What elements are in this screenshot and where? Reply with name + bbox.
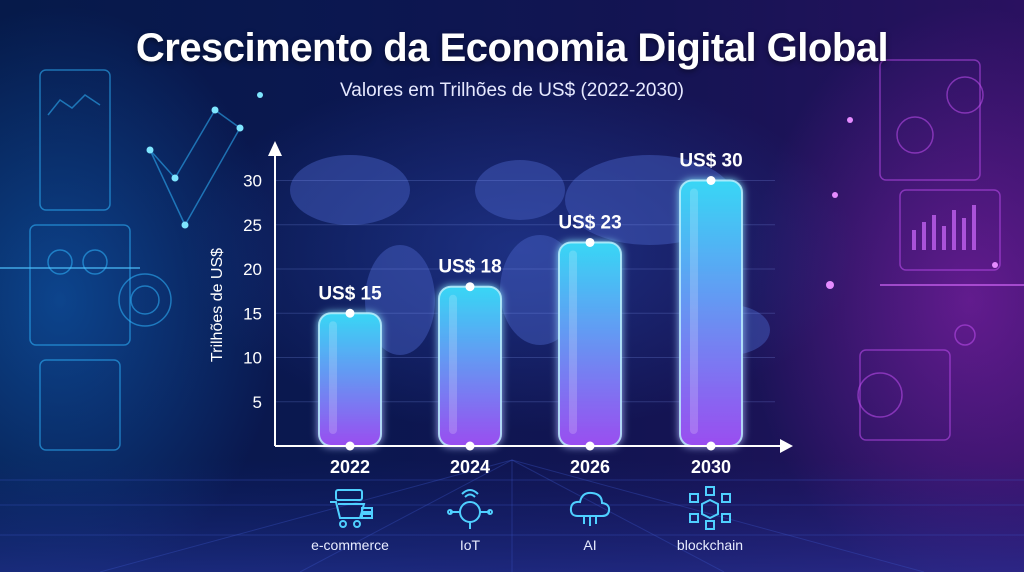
y-tick-label: 5 [253,393,262,412]
ai-cloud-icon [566,486,614,530]
bar-highlight [569,250,577,434]
category-label-ecommerce: e-commerce [311,537,389,553]
bar [438,285,502,448]
left-network-nodes [146,92,263,229]
bar [679,179,743,447]
bar-highlight [449,294,457,434]
category-label-iot: IoT [459,537,481,553]
bar-highlight [690,188,698,434]
shopping-cart-icon [326,486,374,530]
data-label: US$ 18 [438,257,501,278]
x-tick-label: 2022 [330,457,370,477]
bar-top-dot [706,176,716,185]
light-streaks [0,267,1024,286]
bar-top-dot [345,308,355,318]
data-label: US$ 23 [558,212,621,233]
x-tick-label: 2030 [691,457,731,477]
chart-subtitle: Valores em Trilhões de US$ (2022-2030) [340,80,684,101]
category-label-blockchain: blockchain [676,537,744,553]
blockchain-cubes-icon [686,486,734,530]
y-tick-label: 25 [243,216,262,235]
bar-top-dot [585,237,595,247]
bars [318,176,743,451]
axes [268,141,793,453]
chart-title: Crescimento da Economia Digital Global [135,26,889,70]
right-mini-bars [912,205,976,250]
labels: 5 10 15 20 25 30 US$ 15 2022 US$ 18 2024 US$ 23 202… [209,151,743,478]
bar [318,312,382,447]
bar [558,241,622,447]
x-tick-label: 2024 [450,457,490,477]
right-network-nodes [826,117,998,289]
y-axis-label: Trilhões de US$ [209,248,226,362]
x-axis-arrow [780,439,793,453]
iot-chip-icon [446,486,494,530]
bar-top-dot [465,282,475,292]
x-tick-label: 2026 [570,457,610,477]
data-label: US$ 30 [679,151,742,172]
category-label-ai: AI [583,537,597,553]
y-tick-label: 20 [243,260,262,279]
y-tick-label: 10 [243,349,262,368]
bar-highlight [329,321,337,434]
y-tick-label: 15 [243,304,262,323]
y-axis-arrow [268,141,282,156]
right-dashboard-panels [857,59,1001,441]
data-label: US$ 15 [318,283,382,304]
left-dashboard-panels [29,69,241,451]
y-tick-label: 30 [243,172,262,191]
floor-grid [0,459,1024,572]
